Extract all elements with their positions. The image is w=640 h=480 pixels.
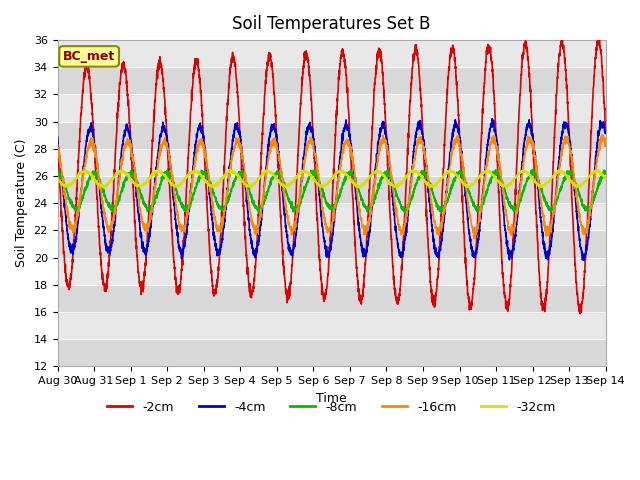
Bar <box>58 203 605 230</box>
Bar <box>58 176 605 203</box>
Bar <box>58 285 605 312</box>
Bar <box>58 40 605 67</box>
Bar <box>58 67 605 95</box>
Bar <box>58 121 605 149</box>
Bar <box>58 258 605 285</box>
Text: BC_met: BC_met <box>63 50 115 63</box>
Y-axis label: Soil Temperature (C): Soil Temperature (C) <box>15 139 28 267</box>
Bar <box>58 149 605 176</box>
Legend: -2cm, -4cm, -8cm, -16cm, -32cm: -2cm, -4cm, -8cm, -16cm, -32cm <box>102 396 561 419</box>
Bar <box>58 95 605 121</box>
Bar <box>58 230 605 258</box>
Title: Soil Temperatures Set B: Soil Temperatures Set B <box>232 15 431 33</box>
X-axis label: Time: Time <box>316 392 347 405</box>
Bar <box>58 312 605 339</box>
Bar <box>58 339 605 366</box>
